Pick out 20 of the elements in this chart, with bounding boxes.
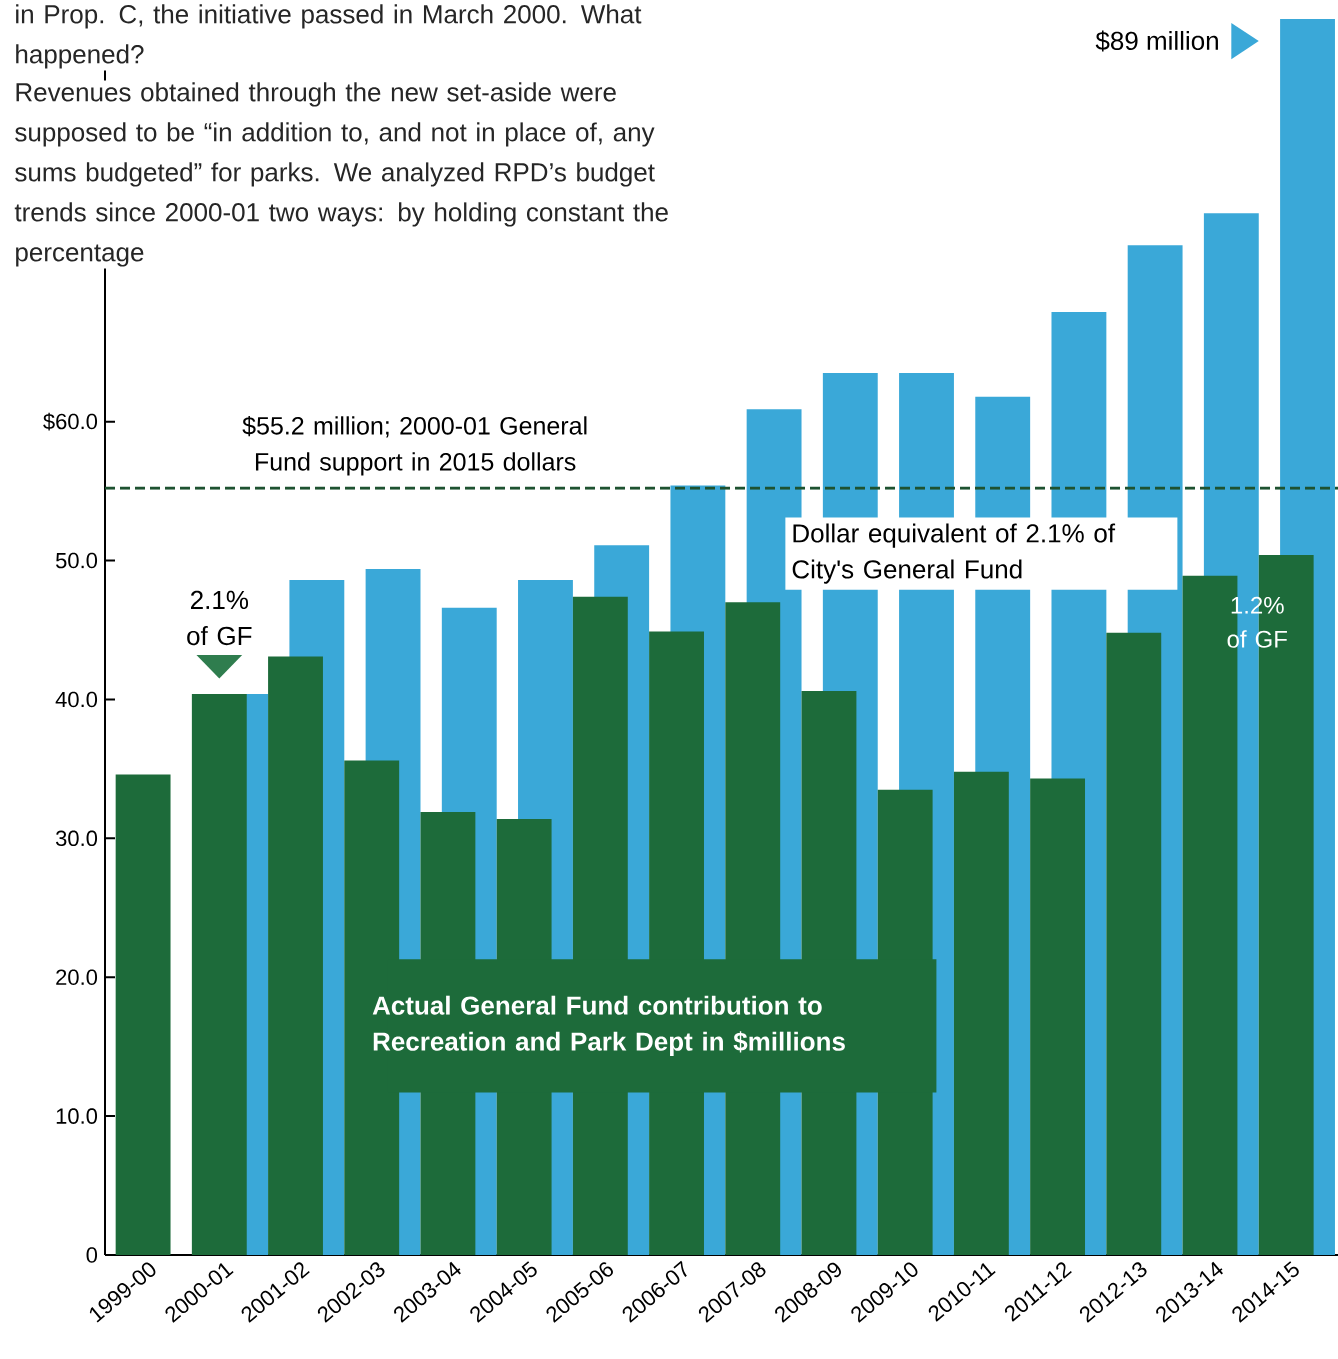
series-label: Actual General Fund contribution to Recreation and Park Dept in $millions <box>372 995 845 1056</box>
series-label: Dollar equivalent of 2.1% of City's General Fund <box>792 523 1116 584</box>
annotation: 2.1% of GF <box>187 590 252 646</box>
bar <box>1106 632 1162 1255</box>
bar <box>191 693 247 1255</box>
bar <box>1030 778 1086 1255</box>
y-tick-label: 20.0 <box>56 969 98 986</box>
ref-line-label: $55.2 million; 2000-01 General Fund support in 2015 dollars <box>242 415 587 476</box>
bar <box>268 656 323 1255</box>
annotation: $89 million <box>1095 30 1218 52</box>
bar <box>115 774 171 1255</box>
annotation: in Prop. C, the initiative passed in March 2000. What happened? <box>16 4 642 69</box>
annotation: Revenues obtained through the new set-aside were supposed to be “in addition to, and not in place of, any sums budgeted” for parks. We analyzed RPD’s budget trends since 2000-01 two ways: by holding constant the percentage <box>14 82 668 267</box>
y-tick-label: 30.0 <box>55 830 98 847</box>
y-tick-label: $60.0 <box>43 412 98 431</box>
bar <box>953 771 1009 1255</box>
y-tick-label: 10.0 <box>56 1108 98 1124</box>
y-tick-label: 40.0 <box>55 691 98 708</box>
y-tick-label: 50.0 <box>55 552 98 569</box>
y-tick-label: 0 <box>86 1247 98 1263</box>
